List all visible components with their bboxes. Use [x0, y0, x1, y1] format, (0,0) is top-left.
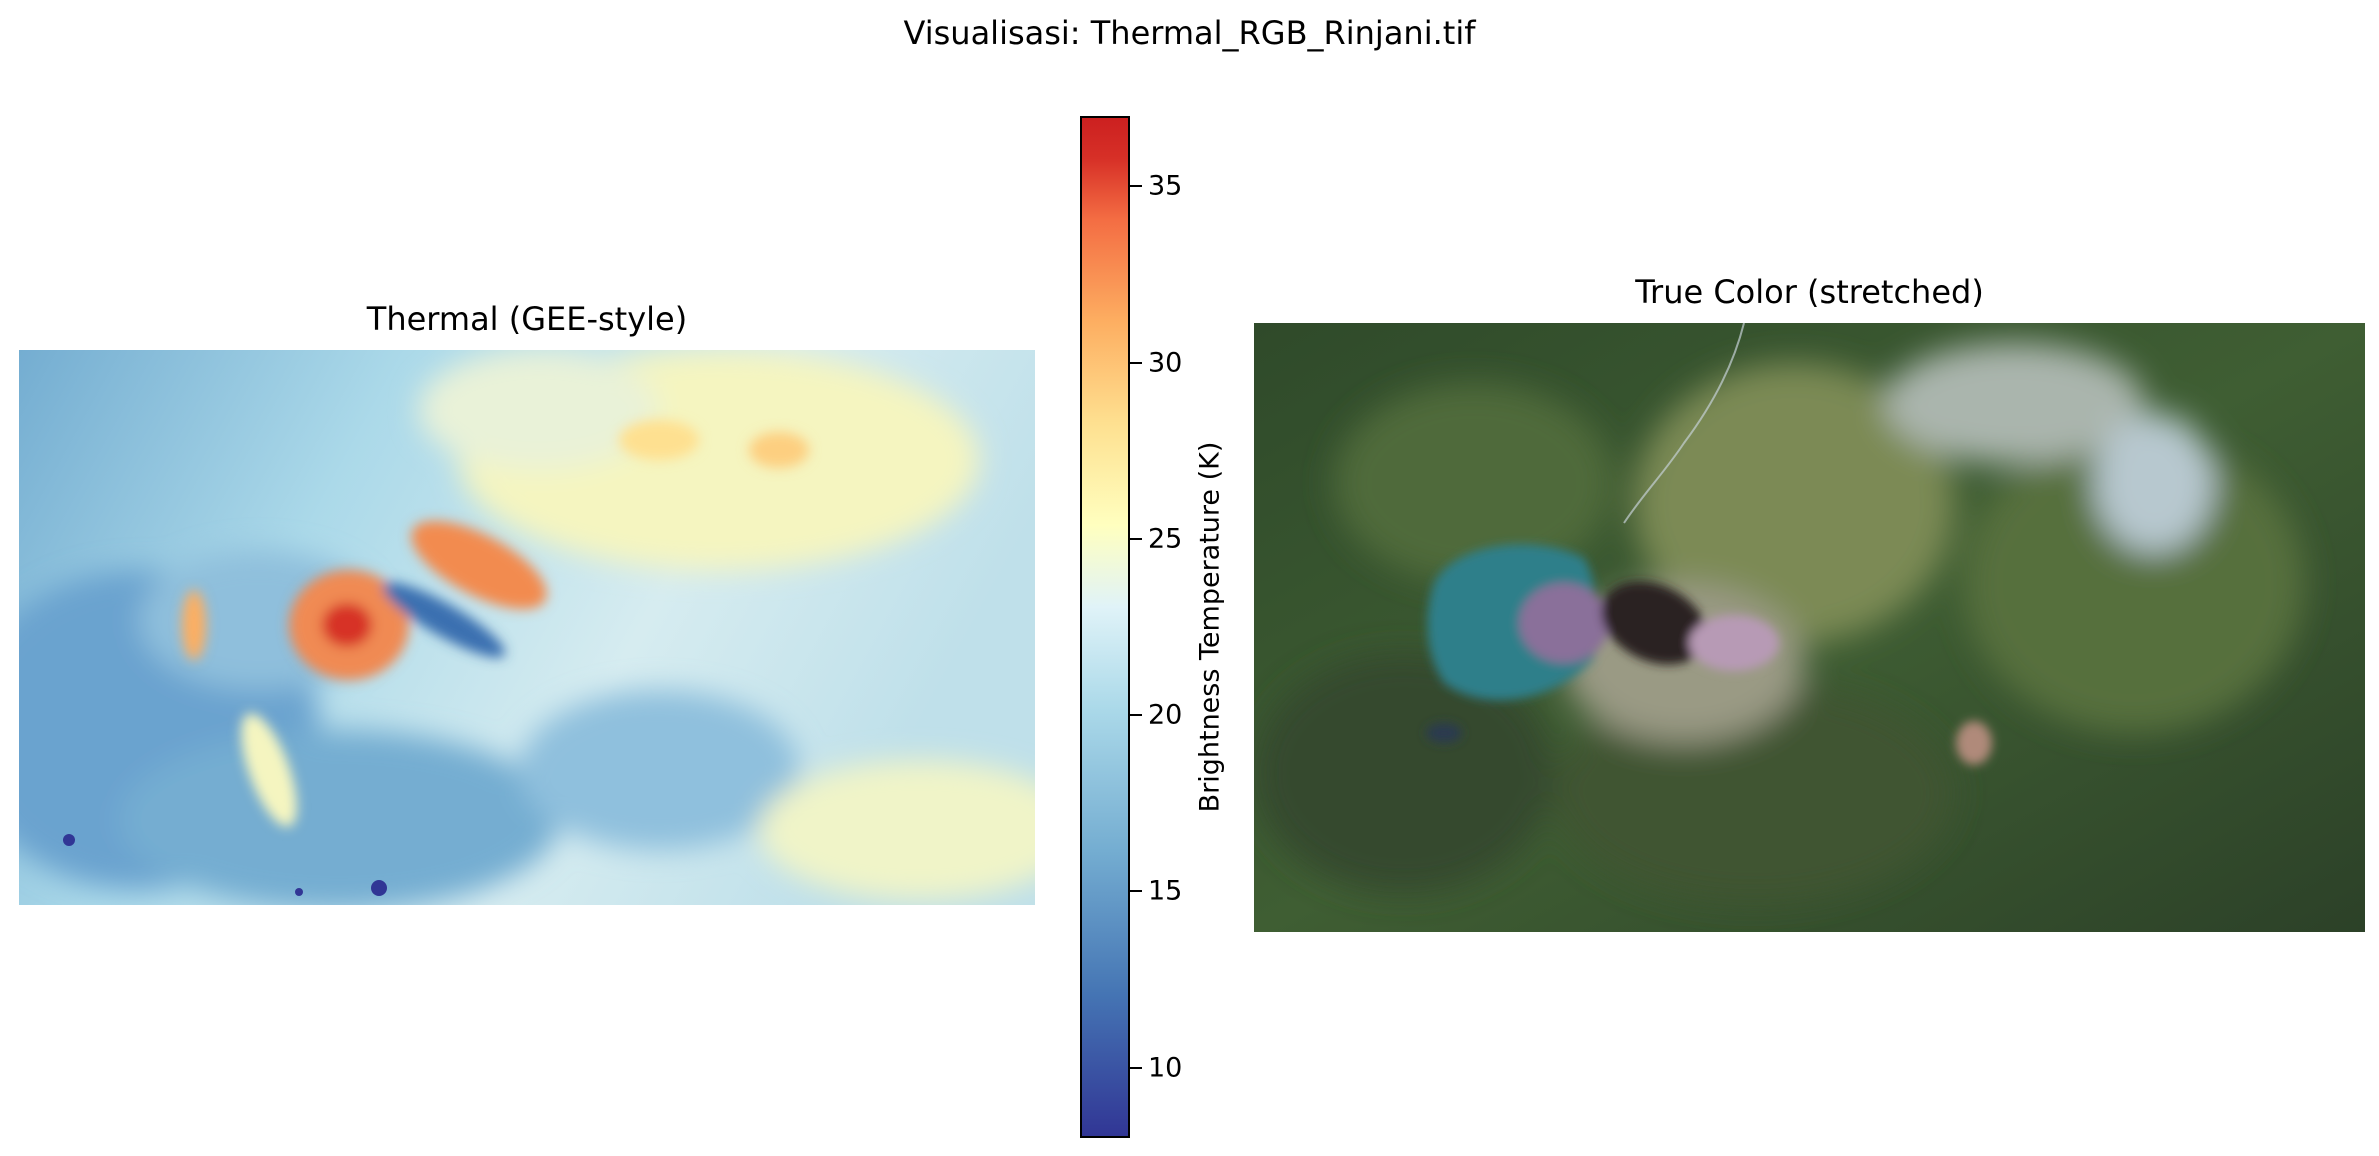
colorbar-tick-label: 15	[1148, 875, 1183, 907]
colorbar-tick	[1130, 1066, 1142, 1069]
colorbar-tick	[1130, 890, 1142, 893]
colorbar-label: Brightness Temperature (K)	[1194, 441, 1226, 813]
colorbar-tick-label: 10	[1148, 1052, 1183, 1084]
colorbar	[1080, 116, 1130, 1138]
true-color-image	[1254, 323, 2365, 932]
colorbar-tick-label: 35	[1148, 170, 1183, 202]
colorbar-tick-label: 25	[1148, 523, 1183, 555]
thermal-panel-title: Thermal (GEE-style)	[366, 300, 688, 338]
true-color-panel-title: True Color (stretched)	[1635, 273, 1984, 311]
colorbar-tick	[1130, 185, 1142, 188]
colorbar-tick-label: 30	[1148, 347, 1183, 379]
colorbar-tick	[1130, 714, 1142, 717]
colorbar-tick-label: 20	[1148, 699, 1183, 731]
figure-title: Visualisasi: Thermal_RGB_Rinjani.tif	[903, 14, 1476, 52]
colorbar-tick	[1130, 537, 1142, 540]
colorbar-tick	[1130, 361, 1142, 364]
thermal-image	[19, 350, 1035, 905]
